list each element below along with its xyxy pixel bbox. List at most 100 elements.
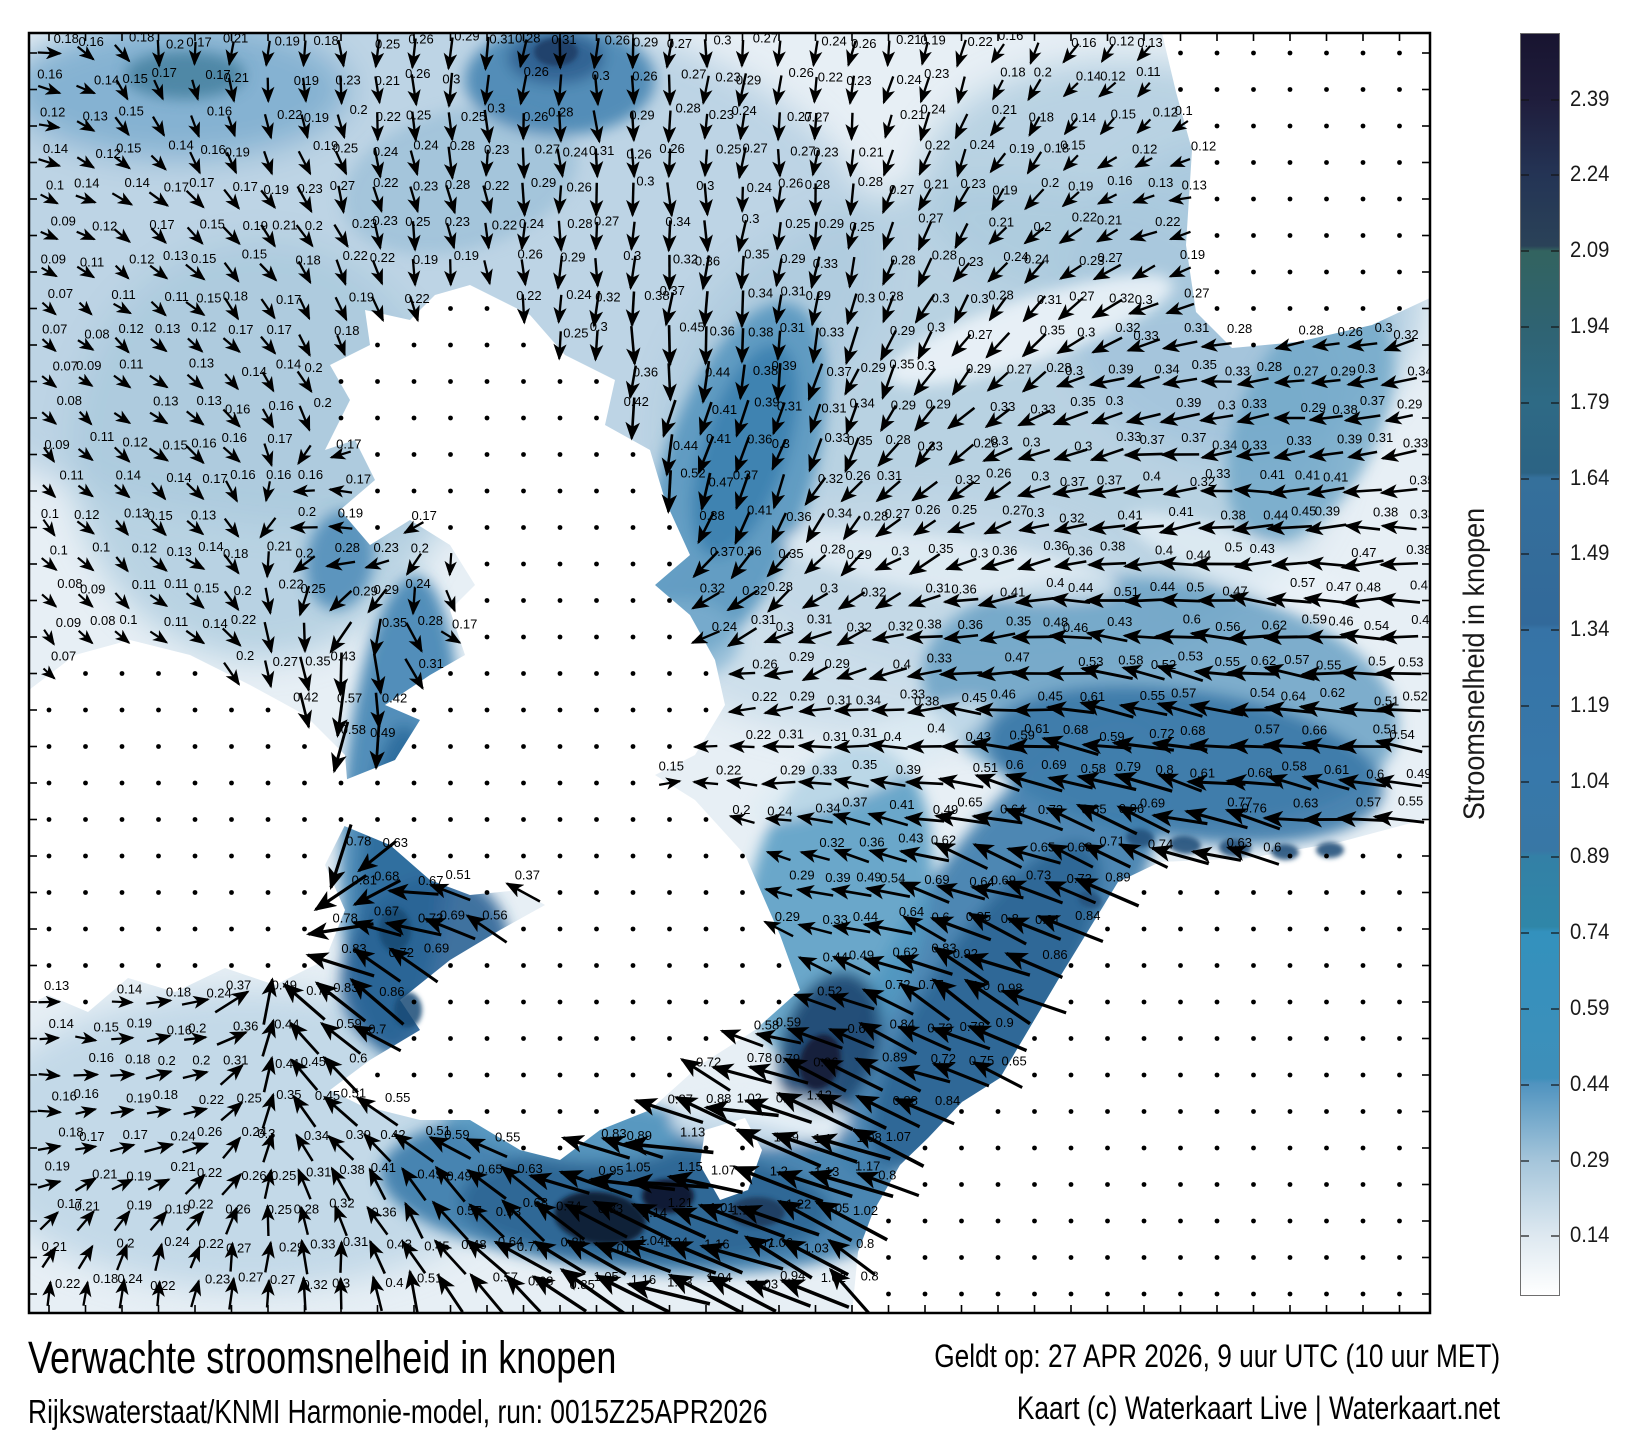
current-arrow [589,290,604,328]
speed-value-label: 0.41 [1295,467,1320,482]
speed-value-label: 0.53 [1078,654,1103,669]
current-arrow [261,40,275,68]
current-arrow [1378,629,1419,645]
land-region-ireland [29,640,350,1012]
current-arrow [185,445,205,465]
speed-value-label: 0.39 [1108,362,1133,377]
speed-value-label: 0.77 [1227,795,1252,810]
current-arrow [185,592,205,609]
speed-value-label: 0.17 [267,431,292,446]
speed-value-label: 0.31 [1368,430,1393,445]
speed-value-label: 0.12 [40,104,65,119]
speed-value-label: 0.38 [753,363,778,378]
current-arrow [764,886,793,900]
current-arrow [1161,374,1198,389]
frame-ticks [29,33,1430,1313]
current-arrow [808,1169,894,1199]
current-arrow [224,151,238,175]
land-dot [265,744,271,749]
current-arrow [691,591,720,610]
current-arrow [331,721,350,774]
current-arrow [77,483,94,498]
speed-value-label: 0.38 [699,508,724,523]
current-arrow [329,589,353,612]
land-dot [1397,1109,1402,1114]
current-arrow [1007,738,1060,755]
current-arrow [38,119,61,132]
current-arrow [224,115,237,138]
speed-value-label: 0.41 [1117,507,1142,522]
speed-value-label: 0.81 [1035,912,1060,927]
speed-value-label: 0.24 [563,144,588,159]
speed-value-label: 0.41 [1000,584,1025,599]
current-arrow [334,114,347,140]
speed-value-label: 0.55 [1215,654,1240,669]
land-dot [375,1072,380,1078]
land-dot [521,598,526,603]
land-dot [776,999,782,1005]
land-dot [557,890,563,895]
speed-value-label: 0.63 [383,835,408,850]
current-arrow [947,480,975,502]
speed-value-label: 0.17 [276,292,301,307]
current-arrow [261,1055,276,1093]
land-dot [338,379,344,384]
current-arrow [531,1275,588,1313]
land-dot [1287,1109,1293,1114]
land-dot [1068,1255,1074,1260]
speed-value-label: 0.42 [380,1127,405,1142]
land-dot [594,525,599,530]
speed-value-label: 0.3 [927,319,945,334]
land-dot [265,707,271,713]
speed-value-label: 0.48 [1356,580,1381,595]
current-arrow [183,1105,209,1119]
speed-value-label: 1.15 [731,1203,756,1218]
current-arrow [223,661,241,686]
land-dot [1397,1145,1402,1151]
current-arrow [990,43,1005,64]
speed-value-label: 0.37 [826,364,851,379]
speed-value-label: 0.6 [349,1051,367,1066]
current-arrow [428,883,471,902]
land-dot [667,744,672,749]
land-dot [959,1145,964,1151]
current-arrow [146,1105,172,1119]
speed-value-label: 0.68 [528,1273,553,1288]
speed-value-label: 0.17 [57,1196,82,1211]
current-arrow [297,260,312,285]
land-dot [448,671,453,676]
current-arrow [692,776,719,790]
speed-value-label: 0.22 [752,689,777,704]
land-dot [83,999,88,1005]
speed-value-label: 0.26 [241,1168,266,1183]
current-arrow [150,154,167,171]
speed-value-label: 0.21 [896,32,921,47]
speed-value-label: 0.15 [1111,106,1136,121]
speed-value-label: 0.29 [353,583,378,598]
speed-value-label: 0.22 [376,109,401,124]
land-dot [1251,160,1256,165]
current-arrow [223,554,240,575]
speed-value-label: 1.29 [774,1129,799,1144]
speed-value-label: 0.25 [461,109,486,124]
current-arrow [152,39,165,68]
colorbar-tick-mark [1521,932,1529,935]
land-dot [1141,1109,1147,1114]
current-arrow [1129,229,1158,242]
current-arrow [1134,155,1153,168]
current-arrow [1161,338,1198,353]
current-arrow [1346,374,1379,389]
speed-value-label: 0.21 [989,214,1014,229]
land-dot [667,707,672,713]
current-arrow [261,443,274,468]
speed-value-label: 0.83 [333,980,358,995]
speed-value-label: 0.26 [605,32,630,47]
current-arrow [428,1136,472,1160]
speed-value-label: 0.09 [41,252,66,267]
land-dot [1214,1109,1220,1114]
speed-value-label: 0.67 [374,904,399,919]
speed-value-label: 0.33 [813,256,838,271]
land-dot [1105,1109,1110,1114]
current-arrow [797,739,832,754]
speed-value-label: 0.57 [457,1203,482,1218]
